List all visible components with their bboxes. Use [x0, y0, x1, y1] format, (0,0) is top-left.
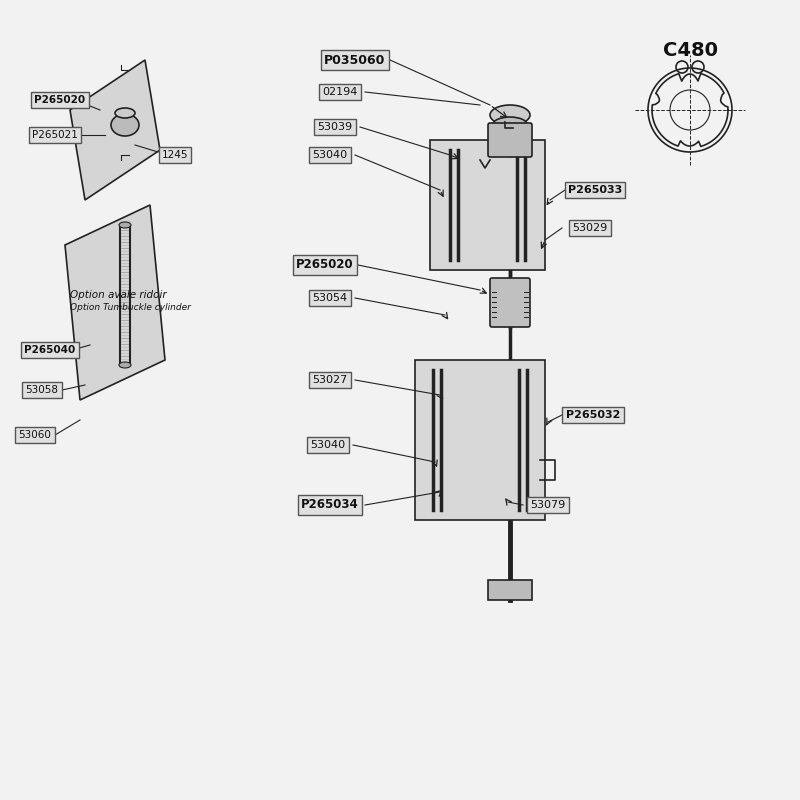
- Ellipse shape: [115, 108, 135, 118]
- Text: 53029: 53029: [572, 223, 608, 233]
- Text: 53040: 53040: [313, 150, 347, 160]
- Ellipse shape: [111, 114, 139, 136]
- Polygon shape: [70, 60, 160, 200]
- Text: 53040: 53040: [310, 440, 346, 450]
- Text: 1245: 1245: [162, 150, 188, 160]
- Text: P265020: P265020: [296, 258, 354, 271]
- Text: 53079: 53079: [530, 500, 566, 510]
- Ellipse shape: [493, 117, 527, 133]
- Text: Option Tumbuckle cylinder: Option Tumbuckle cylinder: [70, 302, 191, 311]
- Ellipse shape: [490, 105, 530, 125]
- Text: C480: C480: [662, 41, 718, 59]
- Polygon shape: [65, 205, 165, 400]
- Text: P265021: P265021: [32, 130, 78, 140]
- Text: Option avale ridoir: Option avale ridoir: [70, 290, 166, 300]
- Text: P035060: P035060: [324, 54, 386, 66]
- Text: P265020: P265020: [34, 95, 86, 105]
- Ellipse shape: [119, 222, 131, 228]
- Text: P265033: P265033: [568, 185, 622, 195]
- FancyBboxPatch shape: [488, 123, 532, 157]
- Text: 53058: 53058: [26, 385, 58, 395]
- Text: 53027: 53027: [312, 375, 348, 385]
- Bar: [488, 580, 532, 600]
- Text: 53054: 53054: [313, 293, 347, 303]
- FancyBboxPatch shape: [490, 278, 530, 327]
- Text: P265034: P265034: [301, 498, 359, 511]
- Text: 02194: 02194: [322, 87, 358, 97]
- Text: 53039: 53039: [318, 122, 353, 132]
- Text: P265032: P265032: [566, 410, 620, 420]
- Text: 53060: 53060: [18, 430, 51, 440]
- Text: P265040: P265040: [24, 345, 76, 355]
- Ellipse shape: [119, 362, 131, 368]
- Bar: [415, 360, 545, 520]
- Bar: [430, 140, 545, 270]
